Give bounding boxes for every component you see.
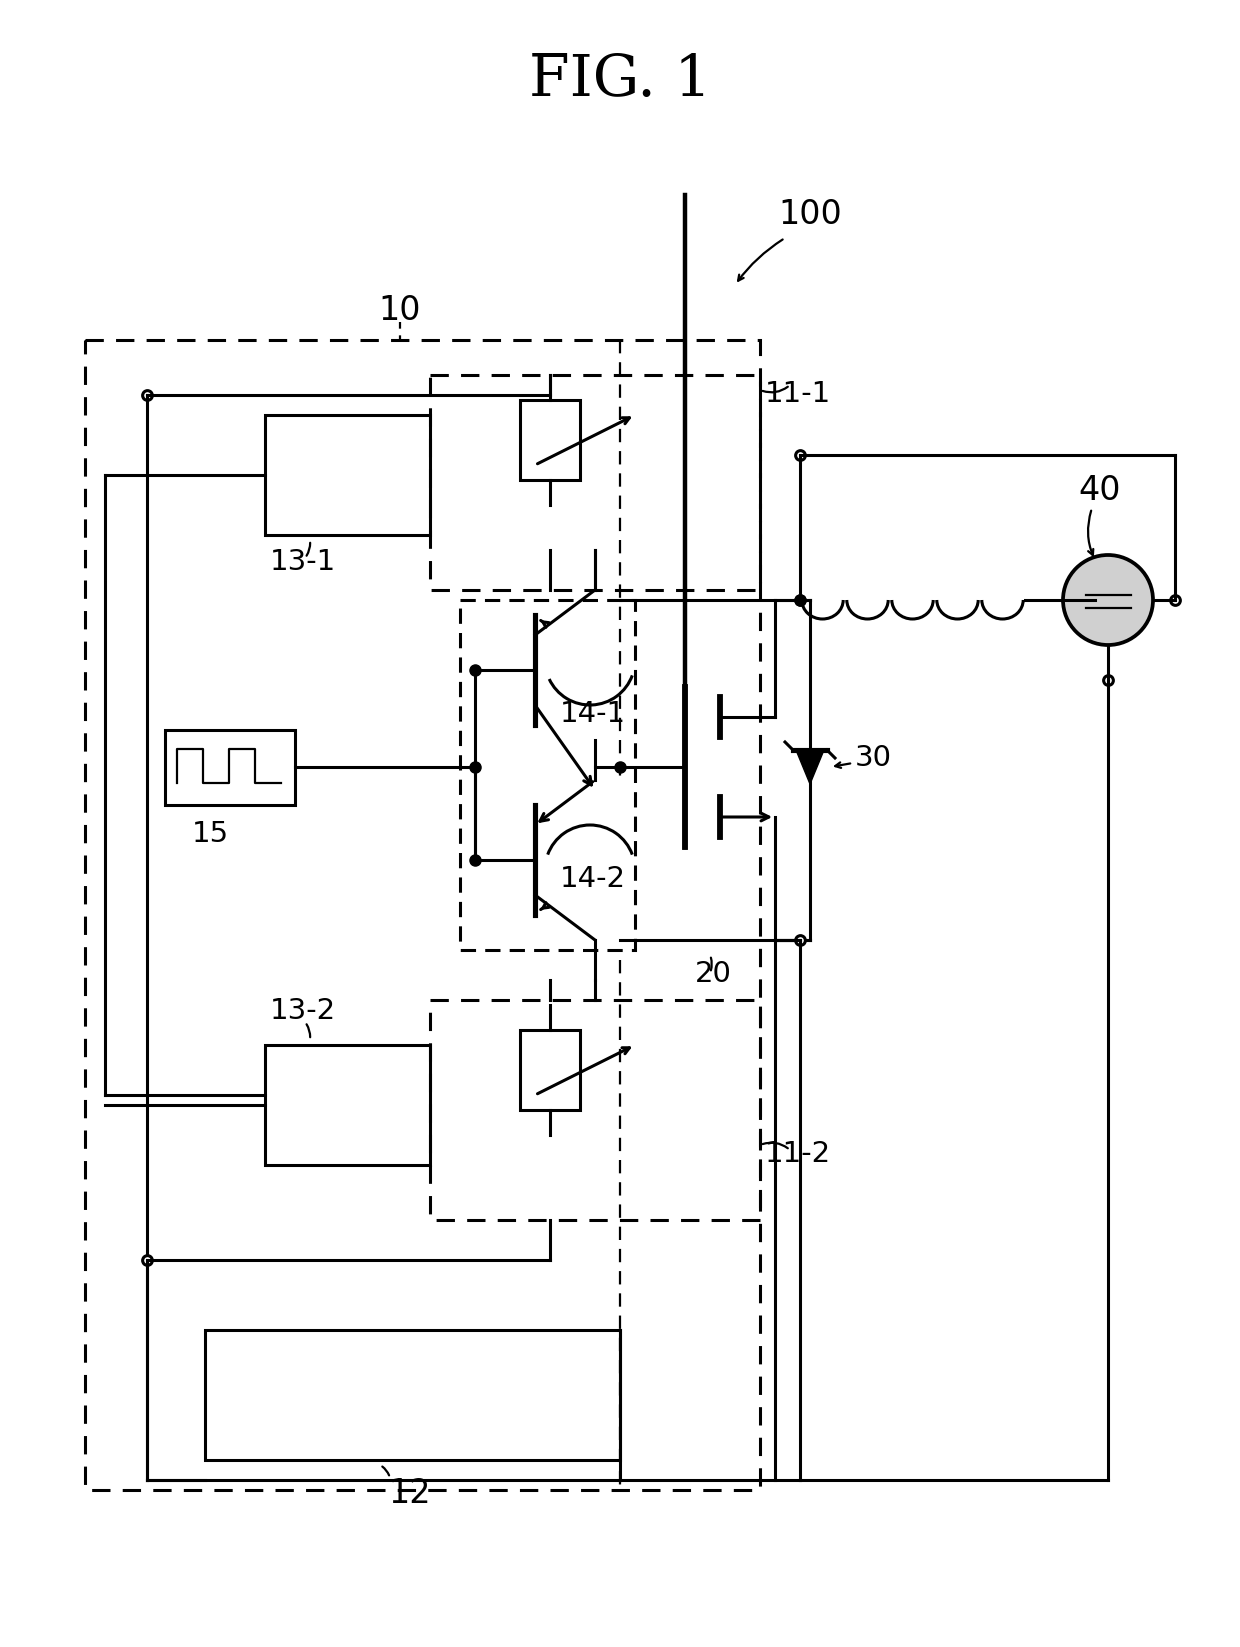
Text: 10: 10 <box>378 293 422 326</box>
Bar <box>265 415 430 535</box>
Bar <box>205 1331 620 1459</box>
Text: 30: 30 <box>856 744 892 772</box>
Text: 14-2: 14-2 <box>560 865 626 893</box>
Bar <box>165 730 295 805</box>
Text: 11-2: 11-2 <box>765 1140 831 1168</box>
Bar <box>520 400 580 479</box>
Bar <box>520 1029 580 1110</box>
Text: 100: 100 <box>779 199 842 232</box>
Circle shape <box>1063 555 1153 646</box>
Bar <box>430 376 760 590</box>
Text: 13-2: 13-2 <box>270 996 336 1024</box>
Bar <box>460 600 635 950</box>
Text: 20: 20 <box>694 960 732 988</box>
Text: 12: 12 <box>388 1477 432 1510</box>
Text: 11-1: 11-1 <box>765 380 831 408</box>
Bar <box>265 1044 430 1164</box>
Text: 14-1: 14-1 <box>560 700 626 728</box>
Bar <box>430 1000 760 1220</box>
Bar <box>86 339 760 1491</box>
Polygon shape <box>796 749 825 784</box>
Text: 15: 15 <box>191 820 228 848</box>
Text: 40: 40 <box>1079 473 1121 507</box>
Text: 13-1: 13-1 <box>270 548 336 576</box>
Text: FIG. 1: FIG. 1 <box>528 53 712 109</box>
